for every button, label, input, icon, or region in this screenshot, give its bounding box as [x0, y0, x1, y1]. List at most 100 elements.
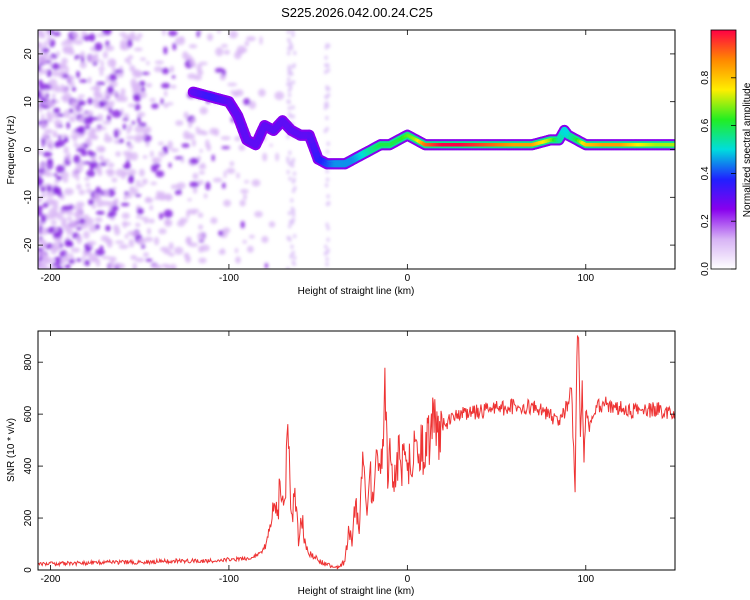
noise-blob [114, 240, 125, 244]
noise-blob [146, 61, 150, 65]
noise-blob [143, 252, 149, 258]
noise-blob [124, 193, 133, 199]
noise-blob [38, 106, 43, 113]
noise-blob [46, 158, 54, 166]
noise-streak [287, 106, 291, 111]
noise-streak [291, 163, 295, 168]
noise-blob [248, 100, 257, 110]
noise-streak [287, 71, 291, 76]
noise-blob [62, 96, 70, 103]
noise-blob [62, 73, 69, 78]
noise-blob [67, 210, 74, 216]
noise-blob [221, 44, 228, 48]
noise-blob [56, 113, 65, 117]
noise-blob [50, 220, 57, 226]
noise-blob [243, 193, 247, 201]
noise-blob [38, 247, 43, 252]
noise-blob [113, 224, 120, 231]
noise-blob [205, 181, 211, 191]
noise-blob [55, 266, 64, 269]
noise-blob [89, 161, 99, 169]
noise-blob [171, 184, 176, 190]
chart-title: S225.2026.042.00.24.C25 [281, 5, 433, 20]
snr-x-tick-label: 100 [577, 574, 594, 585]
noise-blob [116, 72, 124, 78]
noise-blob [249, 234, 255, 239]
noise-blob [178, 188, 182, 196]
noise-blob [39, 69, 46, 75]
noise-blob [191, 139, 196, 147]
noise-blob [74, 55, 79, 60]
noise-streak [325, 222, 329, 227]
noise-blob [66, 152, 71, 162]
spectrogram-x-tick-label: -100 [219, 273, 239, 284]
noise-streak [288, 114, 292, 119]
noise-blob [78, 94, 86, 98]
noise-blob [183, 111, 189, 120]
noise-blob [113, 197, 119, 206]
noise-blob [75, 201, 85, 208]
noise-blob [199, 148, 203, 153]
noise-blob [141, 135, 146, 139]
snr-x-tick-label: -200 [40, 574, 60, 585]
noise-blob [234, 136, 241, 142]
noise-blob [123, 196, 127, 201]
noise-blob [95, 210, 105, 215]
noise-blob [99, 245, 104, 251]
noise-blob [108, 73, 118, 82]
noise-blob [190, 118, 196, 123]
noise-blob [143, 216, 149, 224]
noise-blob [81, 256, 86, 261]
noise-blob [62, 46, 72, 53]
noise-blob [188, 121, 193, 129]
noise-blob [161, 263, 170, 268]
noise-blob [115, 168, 126, 177]
noise-blob [84, 259, 90, 266]
noise-blob [122, 117, 129, 121]
noise-blob [149, 98, 156, 102]
colorbar: 0.0 0.2 0.4 0.6 0.8 Normalized spectral ampl… [700, 29, 750, 276]
noise-blob [83, 251, 93, 257]
noise-streak [290, 244, 294, 249]
noise-streak [287, 77, 291, 82]
noise-blob [170, 148, 179, 152]
noise-blob [63, 257, 70, 262]
noise-blob [195, 126, 200, 131]
noise-blob [93, 100, 99, 108]
noise-blob [82, 116, 93, 125]
noise-blob [134, 125, 145, 134]
noise-blob [174, 156, 184, 160]
noise-blob [160, 98, 164, 105]
noise-blob [78, 116, 85, 123]
noise-streak [326, 226, 330, 231]
noise-blob [254, 211, 263, 218]
noise-blob [197, 232, 205, 241]
noise-blob [72, 136, 77, 142]
snr-y-tick-label: 600 [23, 405, 34, 422]
noise-streak [325, 116, 329, 120]
noise-blob [115, 151, 121, 157]
snr-frame [37, 330, 676, 571]
noise-blob [124, 234, 129, 239]
noise-blob [154, 60, 164, 65]
colorbar-tick-label: 0.4 [700, 166, 711, 180]
noise-blob [102, 96, 107, 103]
spectrogram-y-tick-label: 10 [23, 96, 34, 108]
noise-streak [292, 212, 296, 217]
noise-streak [287, 38, 291, 42]
noise-blob [66, 121, 71, 130]
noise-blob [50, 246, 58, 255]
noise-blob [135, 180, 141, 184]
noise-blob [148, 218, 155, 224]
noise-blob [140, 86, 146, 93]
noise-blob [61, 205, 72, 211]
noise-blob [223, 199, 232, 207]
noise-blob [38, 31, 44, 35]
noise-blob [108, 256, 117, 263]
noise-blob [258, 88, 266, 97]
noise-blob [76, 70, 80, 79]
noise-streak [290, 46, 293, 51]
noise-streak [287, 68, 291, 73]
noise-blob [142, 155, 148, 159]
noise-blob [175, 183, 180, 190]
